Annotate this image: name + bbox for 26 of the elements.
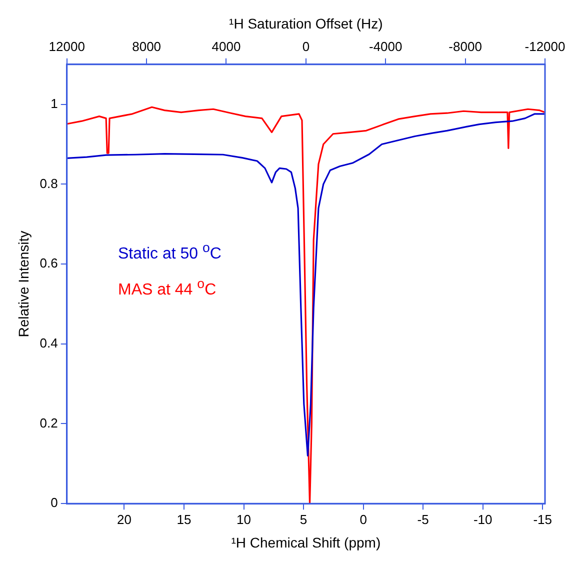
text: Static at 50 $^{o}$C — [118, 239, 222, 264]
x2-tick-label: -12000 — [524, 39, 566, 54]
y-axis-title: Relative Intensity — [15, 230, 32, 338]
x2-tick-label: -4000 — [369, 39, 402, 54]
x2-tick-label: 12000 — [48, 39, 85, 54]
x-tick-label: 5 — [300, 512, 308, 527]
x-tick-label: -10 — [473, 512, 492, 527]
y-tick-label: 0.2 — [40, 415, 58, 430]
x-tick-label: -5 — [417, 512, 429, 527]
x2-tick-label: 4000 — [212, 39, 241, 54]
x2-tick-label: -8000 — [448, 39, 482, 54]
x2-axis-title: ¹H Saturation Offset (Hz) — [229, 15, 383, 32]
x-tick-label: 0 — [360, 512, 367, 527]
text: MAS at 44 $^{o}$C — [118, 275, 218, 301]
x-tick-label: 20 — [117, 512, 132, 527]
y-tick-label: 1 — [50, 96, 58, 111]
x-tick-label: 15 — [176, 512, 192, 527]
x-tick-label: -15 — [533, 512, 552, 527]
x-tick-label: 10 — [236, 512, 252, 527]
y-tick-label: 0.4 — [40, 335, 58, 350]
y-tick-label: 0.6 — [40, 256, 58, 271]
x2-tick-label: 0 — [302, 39, 310, 54]
y-tick-label: 0.8 — [40, 176, 58, 191]
x2-tick-label: 8000 — [132, 39, 162, 54]
y-tick-label: 0 — [50, 495, 58, 510]
x-axis-title: ¹H Chemical Shift (ppm) — [231, 534, 381, 550]
